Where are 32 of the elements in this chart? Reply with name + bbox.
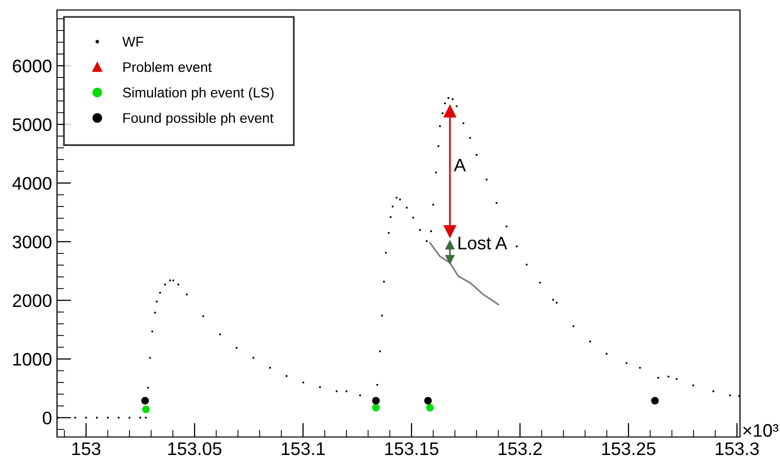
x-tick-label: 153.2 xyxy=(498,442,542,456)
x-tick-label: 153.05 xyxy=(168,442,222,456)
point xyxy=(424,396,432,404)
text: ×10³ xyxy=(743,424,778,437)
y-tick-label: 2000 xyxy=(12,294,52,308)
x-tick-label: 153 xyxy=(72,442,100,456)
x-tick-label: 153.15 xyxy=(385,442,438,456)
legend-label: Problem event xyxy=(123,62,212,72)
annotation: A xyxy=(454,158,466,172)
y-tick-label: 6000 xyxy=(12,60,52,72)
y-tick-label: 0 xyxy=(42,412,52,424)
y-tick-label: 4000 xyxy=(12,176,52,190)
point xyxy=(141,396,149,404)
point xyxy=(372,396,380,404)
legend-label: Simulation ph event (LS) xyxy=(122,87,274,100)
x-tick-label: 153.25 xyxy=(602,442,656,456)
legend-label: WF xyxy=(122,36,144,46)
point xyxy=(651,396,659,404)
point xyxy=(445,254,455,265)
y-tick-label: 3000 xyxy=(12,236,52,248)
point xyxy=(142,406,150,414)
annotation: Lost A xyxy=(458,236,508,250)
point xyxy=(443,104,457,118)
point xyxy=(443,225,457,238)
y-tick-label: 1000 xyxy=(13,352,52,366)
x-tick-label: 153.3 xyxy=(716,442,759,456)
legend-label: Found possible ph event xyxy=(123,112,274,126)
point xyxy=(426,404,434,412)
point xyxy=(445,240,455,250)
x-tick-label: 153.1 xyxy=(282,442,325,456)
y-tick-label: 5000 xyxy=(12,118,52,132)
point xyxy=(372,404,380,412)
